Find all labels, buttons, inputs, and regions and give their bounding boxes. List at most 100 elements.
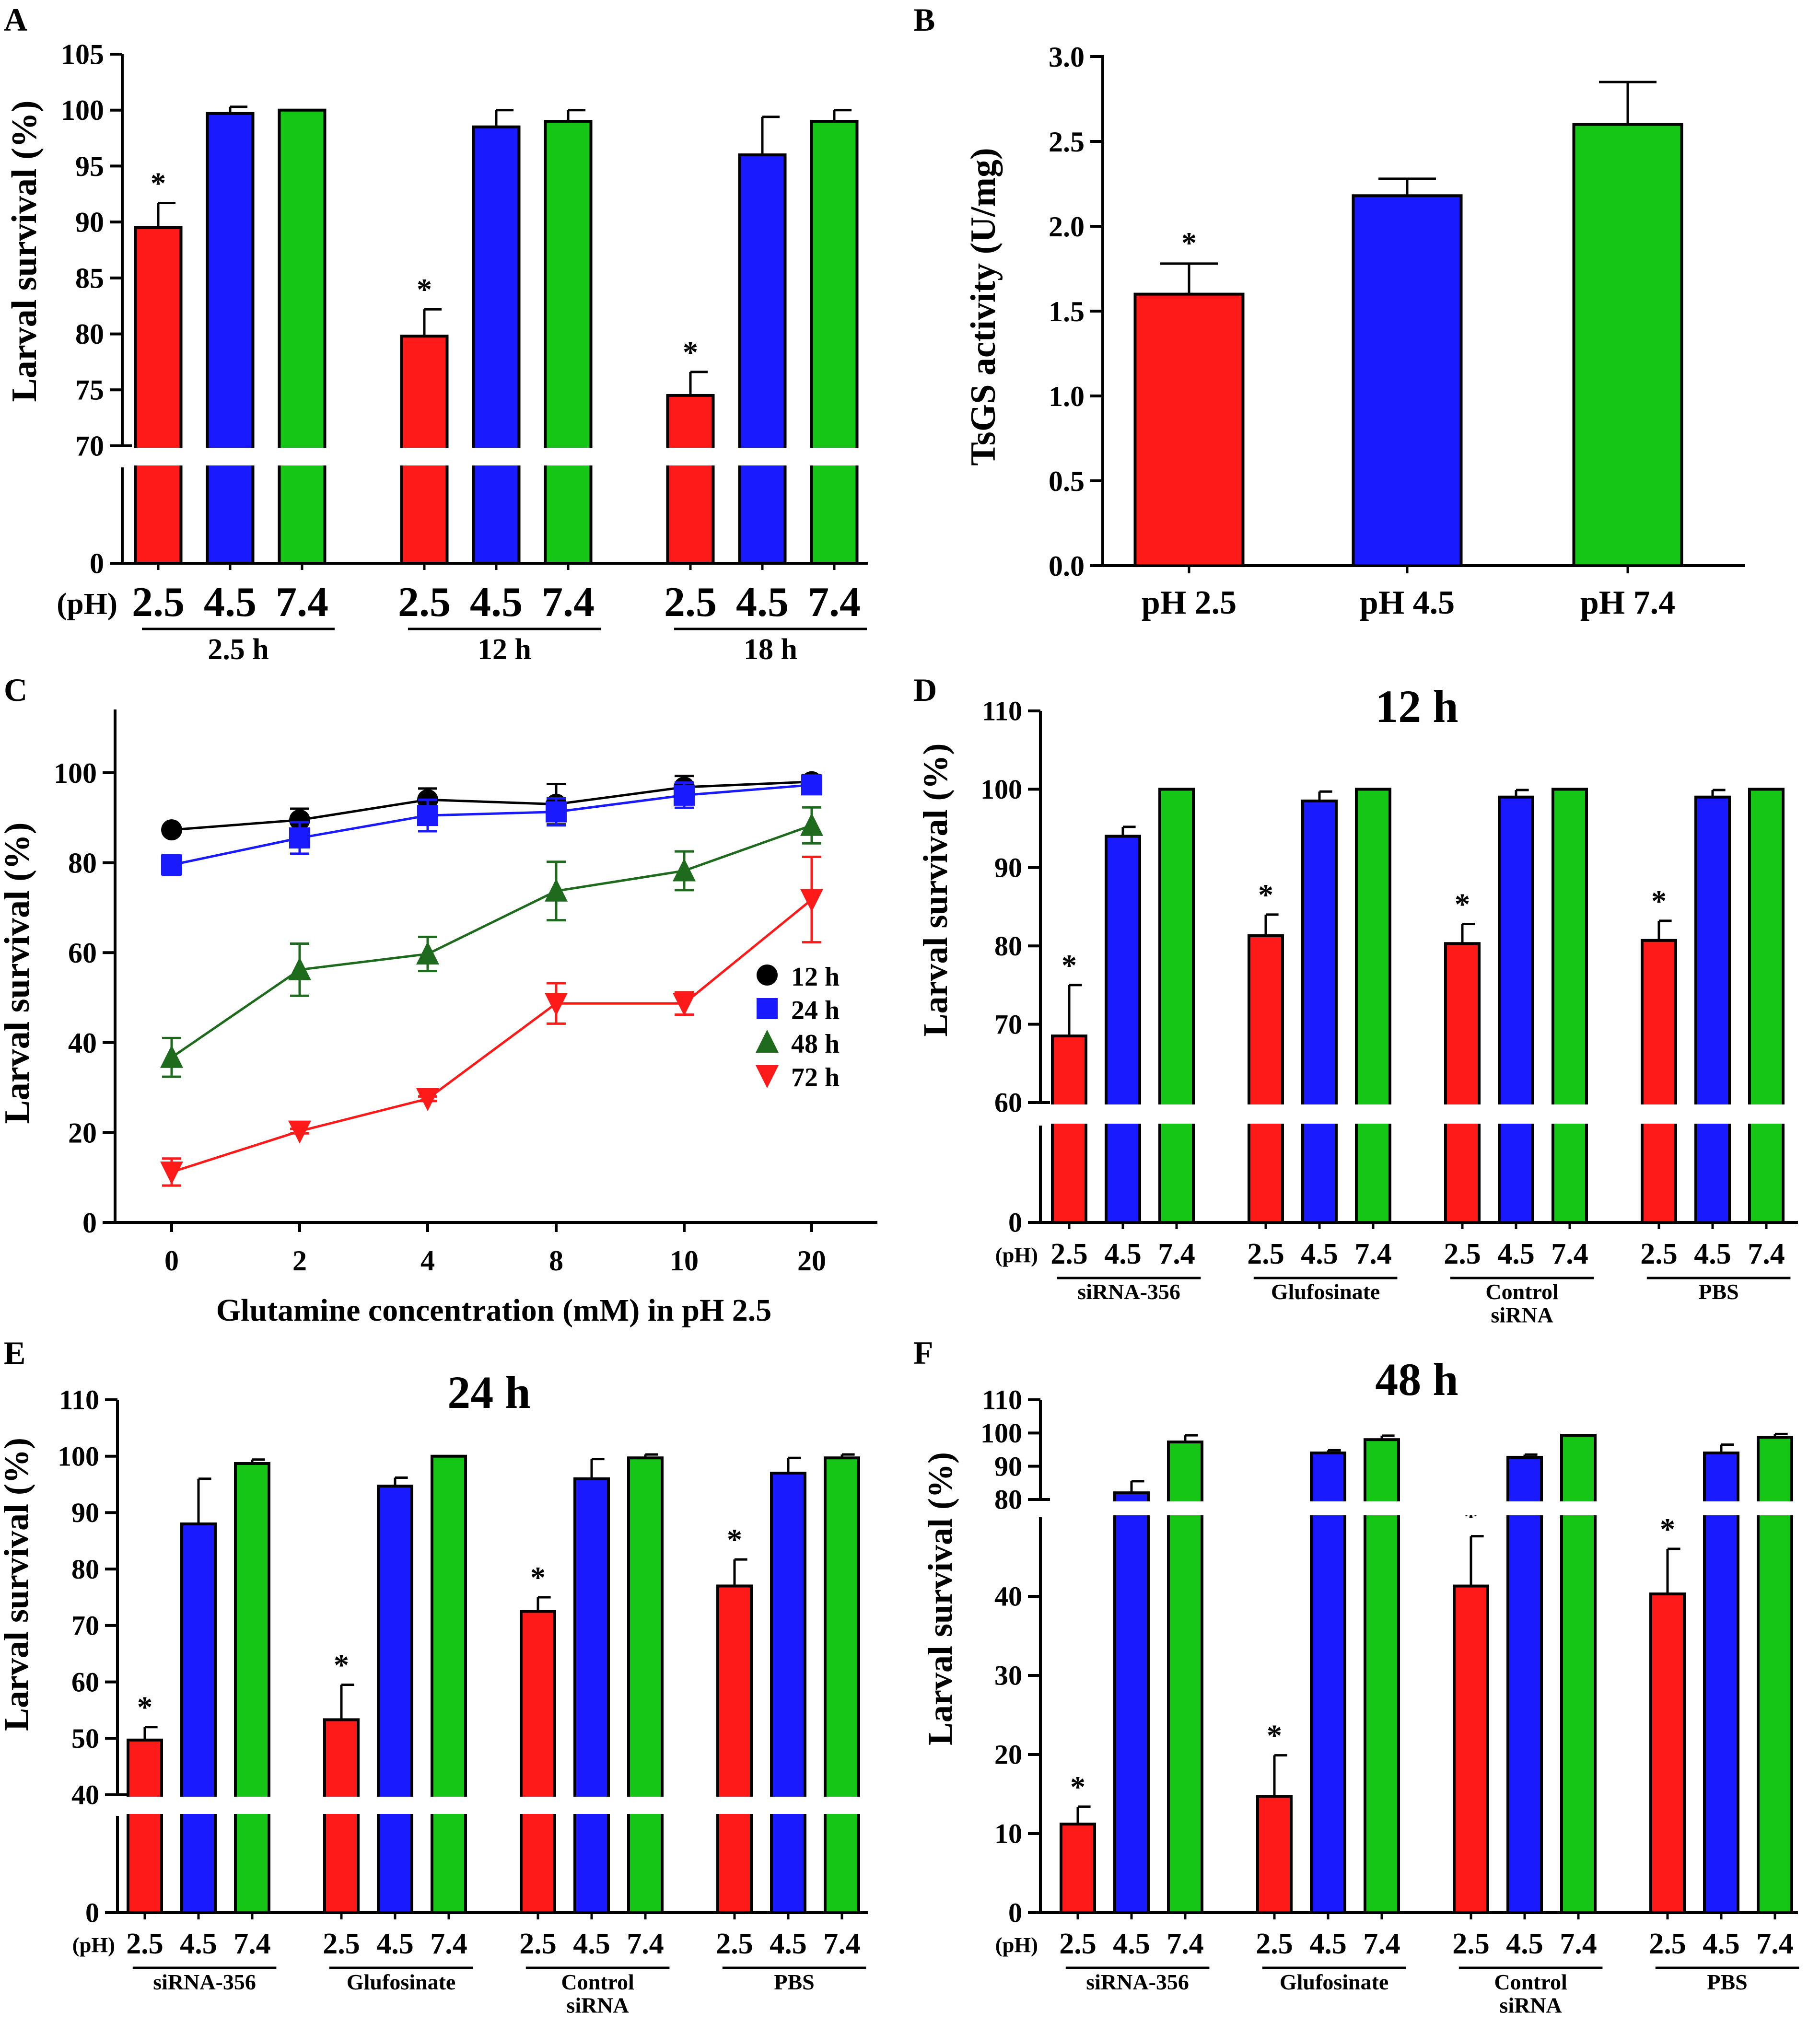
ph-label-E: 4.5	[180, 1928, 217, 1960]
panel-C-x-tick-label: 8	[549, 1245, 563, 1277]
panel-B-x-label: pH 2.5	[1142, 584, 1237, 621]
legend-label: 72 h	[791, 1063, 840, 1092]
panel-A-axis-break	[103, 448, 877, 465]
bar-B-1	[1352, 194, 1463, 567]
panel-B-y-tick-label: 2.0	[1049, 211, 1085, 243]
point-72h-3	[545, 993, 568, 1016]
ph-label-F: 4.5	[1309, 1928, 1347, 1960]
significance-mark-D: *	[1651, 884, 1667, 918]
bar-A-g2-b1	[738, 153, 787, 565]
group-label-F: Glufosinate	[1280, 1970, 1388, 1994]
point-24h-5	[801, 774, 822, 796]
panel-E-axis-break	[98, 1797, 877, 1814]
ph-label-F: 7.4	[1560, 1928, 1597, 1960]
significance-mark-F: *	[1070, 1770, 1085, 1804]
ph-label-D: 7.4	[1748, 1238, 1785, 1270]
bar-F-g3-b0	[1649, 1592, 1686, 1915]
point-24h-1	[289, 827, 310, 849]
ph-label-A: 2.5	[398, 579, 451, 626]
bar-D-g3-b0	[1641, 939, 1677, 1224]
point-72h-1	[288, 1120, 311, 1144]
significance-mark-A: *	[417, 272, 432, 306]
point-12h-0	[161, 819, 182, 841]
bar-E-g0-b1	[180, 1522, 217, 1914]
bar-E-g1-b1	[377, 1485, 413, 1914]
significance-mark-E: *	[137, 1690, 152, 1724]
group-label-E: siRNA	[566, 1993, 629, 2017]
ph-label-F: 2.5	[1059, 1928, 1097, 1960]
panel-A-ph-prefix: (pH)	[57, 587, 117, 621]
legend-label: 48 h	[791, 1029, 840, 1059]
panel-A-y-tick-label: 105	[61, 38, 104, 70]
significance-mark-D: *	[1455, 887, 1470, 921]
panel-D-y-tick-label: 90	[994, 852, 1022, 883]
significance-mark-D: *	[1258, 878, 1273, 912]
ph-label-A: 4.5	[736, 579, 789, 626]
panel-D-y-tick-label: 100	[980, 774, 1022, 805]
panel-F-y-tick-label: 0	[1008, 1897, 1022, 1929]
bar-E-g2-b1	[573, 1477, 610, 1915]
panel-C-x-tick-label: 2	[292, 1245, 307, 1277]
ph-label-E: 4.5	[573, 1928, 610, 1960]
ph-label-E: 4.5	[770, 1928, 807, 1960]
bar-D-g2-b0	[1444, 942, 1481, 1224]
panel-label-D: D	[913, 672, 937, 708]
point-48h-0	[160, 1045, 183, 1068]
panel-B-y-tick-label: 2.5	[1049, 126, 1085, 158]
bar-F-g1-b0	[1256, 1795, 1293, 1914]
panel-E-y-tick-label: 0	[85, 1897, 99, 1929]
bar-E-g2-b0	[520, 1610, 556, 1914]
bar-E-g3-b2	[824, 1456, 860, 1914]
ph-label-D: 4.5	[1301, 1238, 1338, 1270]
panel-D-y-tick-label: 80	[994, 930, 1022, 962]
group-label-D: siRNA	[1491, 1302, 1553, 1327]
bar-A-g0-b2	[278, 108, 327, 565]
group-label-F: PBS	[1707, 1970, 1747, 1994]
bar-A-g1-b2	[544, 120, 593, 565]
ph-label-E: 2.5	[126, 1928, 163, 1960]
ph-label-E: 7.4	[823, 1928, 861, 1960]
ph-label-A: 2.5	[664, 579, 717, 626]
group-label-A: 2.5 h	[208, 633, 268, 666]
group-label-F: Control	[1494, 1970, 1567, 1994]
panel-F-y-tick-label: 10	[994, 1818, 1022, 1849]
ph-label-E: 2.5	[519, 1928, 557, 1960]
point-24h-2	[417, 805, 438, 826]
point-24h-4	[674, 784, 695, 806]
bar-E-g2-b2	[627, 1456, 664, 1914]
bar-F-g2-b1	[1506, 1455, 1543, 1915]
ph-label-A: 7.4	[276, 579, 328, 626]
panel-A-y-label: Larval survival (%)	[5, 101, 44, 402]
point-24h-3	[546, 801, 567, 823]
panel-label-F: F	[913, 1335, 933, 1371]
bar-F-g2-b0	[1453, 1584, 1489, 1915]
ph-label-A: 2.5	[132, 579, 185, 626]
group-label-D: siRNA-356	[1077, 1279, 1180, 1304]
point-48h-3	[545, 878, 568, 902]
ph-label-A: 4.5	[470, 579, 523, 626]
panel-B-y-tick-label: 0.0	[1049, 550, 1085, 582]
series-line-48h	[171, 824, 812, 1058]
point-72h-0	[160, 1161, 183, 1185]
panel-C-y-tick-label: 80	[68, 848, 97, 879]
bar-E-g0-b2	[234, 1462, 270, 1914]
ph-label-E: 7.4	[233, 1928, 271, 1960]
panel-label-C: C	[4, 672, 27, 708]
bar-D-g0-b0	[1051, 1034, 1087, 1224]
panel-D-axis-break	[1021, 1104, 1808, 1124]
bar-D-g0-b2	[1158, 788, 1195, 1224]
ph-label-D: 4.5	[1104, 1238, 1142, 1270]
panel-F-ph-prefix: (pH)	[995, 1933, 1038, 1957]
bar-F-g1-b1	[1310, 1451, 1346, 1914]
point-12h-1	[289, 809, 310, 831]
panel-D-y-label: Larval survival (%)	[916, 744, 955, 1037]
panel-F-y-tick-label: 110	[982, 1384, 1022, 1416]
panel-D-ph-prefix: (pH)	[995, 1243, 1038, 1267]
panel-label-A: A	[4, 1, 27, 38]
panel-C-x-tick-label: 20	[797, 1245, 826, 1277]
ph-label-E: 2.5	[716, 1928, 753, 1960]
bar-D-g3-b1	[1694, 795, 1731, 1224]
ph-label-E: 4.5	[376, 1928, 414, 1960]
ph-label-D: 2.5	[1640, 1238, 1678, 1270]
